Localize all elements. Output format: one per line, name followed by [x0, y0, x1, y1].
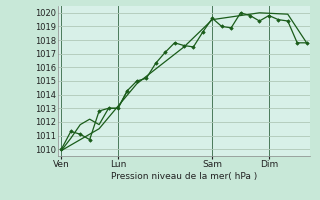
X-axis label: Pression niveau de la mer( hPa ): Pression niveau de la mer( hPa ) [111, 172, 257, 181]
